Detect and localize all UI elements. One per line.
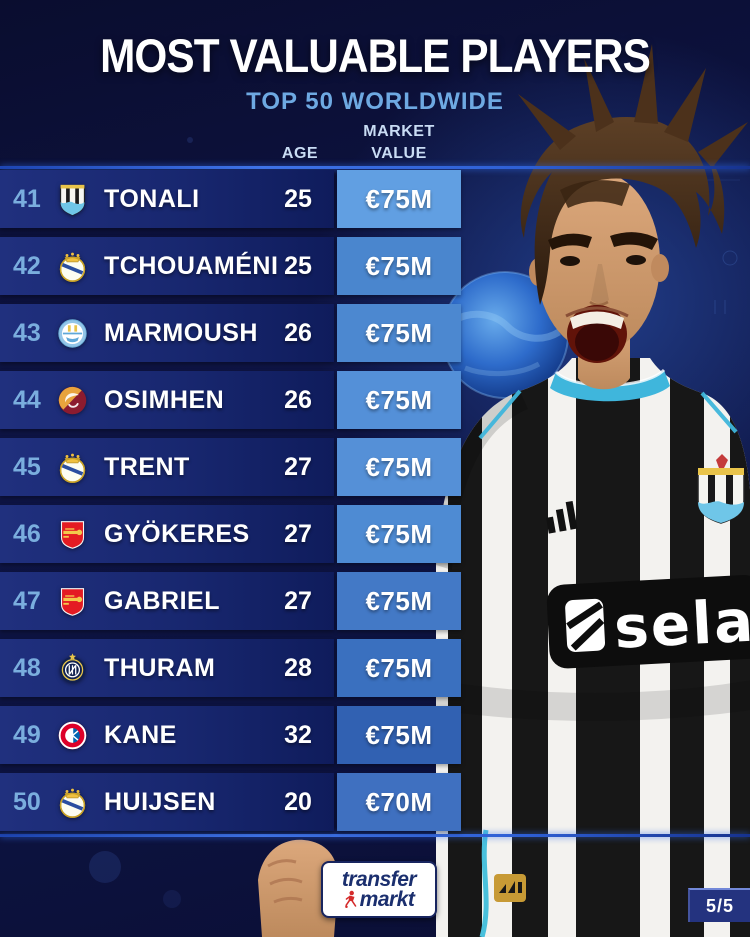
market-header-line1: MARKET — [363, 123, 435, 140]
club-crest-real-madrid-icon — [55, 249, 89, 283]
age-value: 25 — [284, 251, 312, 280]
table-row: 42 TCHOUAMÉNI 25 €75M — [0, 237, 461, 295]
sela-logo-icon — [565, 598, 606, 652]
jersey-sponsor-text: sela — [612, 587, 750, 662]
market-value-cell: €75M — [337, 505, 461, 563]
market-value-cell: €70M — [337, 773, 461, 831]
player-fist — [258, 839, 339, 937]
column-header-market-value: MARKET VALUE — [337, 121, 461, 165]
rank-number: 43 — [13, 318, 41, 347]
sela-sponsor-panel: sela — [546, 575, 750, 669]
player-name: TRENT — [104, 452, 190, 481]
club-crest-man-city-icon — [55, 316, 89, 350]
age-value: 28 — [284, 653, 312, 682]
row-bar: 50 HUIJSEN 20 — [0, 773, 334, 831]
age-value: 27 — [284, 519, 312, 548]
age-value: 32 — [284, 720, 312, 749]
page-title: MOST VALUABLE PLAYERS — [100, 29, 651, 82]
club-crest-arsenal-icon — [55, 517, 89, 551]
table-row: 44 OSIMHEN 26 €75M — [0, 371, 461, 429]
page-indicator-badge: 5/5 — [688, 888, 750, 922]
market-value-cell: €75M — [337, 371, 461, 429]
transfermarkt-logo: transfer markt — [321, 861, 437, 918]
transfermarkt-player-icon — [344, 890, 356, 908]
transfermarkt-logo-line2: markt — [359, 887, 415, 911]
adidas-logo-icon — [546, 500, 578, 534]
age-value: 26 — [284, 318, 312, 347]
newcastle-crest-icon — [697, 454, 745, 524]
market-value-cell: €75M — [337, 572, 461, 630]
player-head — [518, 44, 748, 390]
row-bar: 44 OSIMHEN 26 — [0, 371, 334, 429]
rank-number: 45 — [13, 452, 41, 481]
player-name: TCHOUAMÉNI — [104, 251, 279, 280]
rank-number: 44 — [13, 385, 41, 414]
market-value-cell: €75M — [337, 639, 461, 697]
age-value: 27 — [284, 452, 312, 481]
club-crest-bayern-icon — [55, 718, 89, 752]
players-table: 41 TONALI 25 €75M 42 TCHOUAMÉNI 25 €75M … — [0, 170, 461, 840]
table-row: 46 GYÖKERES 27 €75M — [0, 505, 461, 563]
table-row: 45 TRENT 27 €75M — [0, 438, 461, 496]
market-value-cell: €75M — [337, 304, 461, 362]
club-crest-real-madrid-icon — [55, 785, 89, 819]
club-crest-real-madrid-icon — [55, 450, 89, 484]
rank-number: 47 — [13, 586, 41, 615]
market-value-cell: €75M — [337, 170, 461, 228]
row-bar: 47 GABRIEL 27 — [0, 572, 334, 630]
age-value: 25 — [284, 184, 312, 213]
shorts-badge-icon — [494, 874, 526, 902]
table-top-divider — [0, 166, 750, 169]
player-name: GYÖKERES — [104, 519, 250, 548]
player-name: OSIMHEN — [104, 385, 225, 414]
table-row: 50 HUIJSEN 20 €70M — [0, 773, 461, 831]
club-crest-newcastle-icon — [55, 182, 89, 216]
table-bottom-divider — [0, 834, 750, 837]
table-row: 43 MARMOUSH 26 €75M — [0, 304, 461, 362]
market-header-line2: VALUE — [371, 145, 427, 162]
table-row: 49 KANE 32 €75M — [0, 706, 461, 764]
rank-number: 48 — [13, 653, 41, 682]
club-crest-galatasaray-icon — [55, 383, 89, 417]
club-crest-inter-icon — [55, 651, 89, 685]
column-header-age: AGE — [281, 145, 319, 162]
row-bar: 43 MARMOUSH 26 — [0, 304, 334, 362]
table-row: 41 TONALI 25 €75M — [0, 170, 461, 228]
club-crest-arsenal-icon — [55, 584, 89, 618]
market-value-cell: €75M — [337, 237, 461, 295]
table-row: 47 GABRIEL 27 €75M — [0, 572, 461, 630]
market-value-cell: €75M — [337, 706, 461, 764]
row-bar: 45 TRENT 27 — [0, 438, 334, 496]
player-name: TONALI — [104, 184, 200, 213]
page-subtitle: TOP 50 WORLDWIDE — [246, 88, 504, 115]
row-bar: 49 KANE 32 — [0, 706, 334, 764]
age-value: 27 — [284, 586, 312, 615]
table-row: 48 THURAM 28 €75M — [0, 639, 461, 697]
row-bar: 48 THURAM 28 — [0, 639, 334, 697]
player-name: KANE — [104, 720, 177, 749]
rank-number: 49 — [13, 720, 41, 749]
market-value-cell: €75M — [337, 438, 461, 496]
row-bar: 46 GYÖKERES 27 — [0, 505, 334, 563]
rank-number: 42 — [13, 251, 41, 280]
rank-number: 41 — [13, 184, 41, 213]
row-bar: 41 TONALI 25 — [0, 170, 334, 228]
age-value: 26 — [284, 385, 312, 414]
player-name: THURAM — [104, 653, 216, 682]
row-bar: 42 TCHOUAMÉNI 25 — [0, 237, 334, 295]
transfermarkt-logo-line1: transfer — [341, 867, 417, 891]
player-name: MARMOUSH — [104, 318, 258, 347]
rank-number: 46 — [13, 519, 41, 548]
player-name: GABRIEL — [104, 586, 220, 615]
drawstring — [479, 829, 489, 937]
age-value: 20 — [284, 787, 312, 816]
player-name: HUIJSEN — [104, 787, 216, 816]
rank-number: 50 — [13, 787, 41, 816]
